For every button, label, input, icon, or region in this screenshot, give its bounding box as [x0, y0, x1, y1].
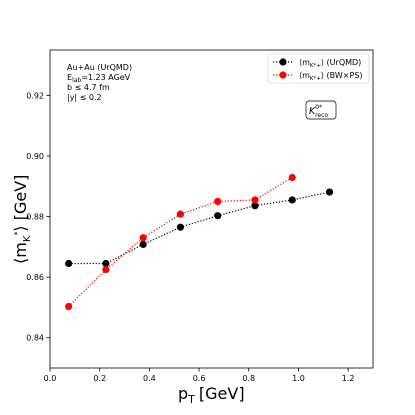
data-point [65, 302, 73, 311]
y-tick-label: 0.86 [26, 273, 44, 282]
x-tick-label: 0.4 [143, 374, 156, 383]
legend: ⟨mK*+⟩ (UrQMD) ⟨mK*+⟩ (BW×PS) [267, 53, 370, 84]
y-axis-ticks: 0.84 0.86 0.88 0.90 0.92 [26, 91, 50, 343]
data-point [176, 223, 185, 231]
legend-marker-bwps [279, 71, 287, 79]
y-tick-label: 0.92 [26, 91, 44, 100]
data-point [288, 196, 296, 204]
x-tick-label: 0.6 [193, 374, 206, 383]
data-point [102, 259, 110, 268]
legend-entry-bwps: ⟨mK*+⟩ (BW×PS) [273, 71, 363, 82]
data-point [325, 188, 334, 196]
series-layer [65, 173, 334, 311]
x-tick-label: 1.0 [292, 374, 305, 383]
data-point [176, 210, 185, 218]
data-point [102, 265, 110, 274]
info-line-1: Au+Au (UrQMD) [67, 63, 132, 72]
info-line-2: Elab=1.23 AGeV [67, 73, 131, 84]
y-tick-label: 0.90 [26, 152, 44, 161]
y-tick-label: 0.84 [26, 334, 44, 343]
data-point [251, 196, 259, 204]
data-point [139, 240, 147, 249]
series-bwps [65, 173, 296, 311]
y-tick-label: 0.88 [26, 213, 44, 222]
data-point [214, 197, 222, 206]
info-line-3: b ≤ 4.7 fm [67, 83, 110, 92]
info-line-4: |y| ≤ 0.2 [67, 93, 102, 102]
data-point [139, 234, 147, 242]
series-urqmd [65, 188, 334, 268]
particle-label: K0* reco [309, 104, 328, 119]
particle-label-box: K0* reco [305, 100, 337, 120]
legend-label-urqmd: ⟨mK*+⟩ (UrQMD) [299, 58, 361, 69]
info-block: Au+Au (UrQMD) Elab=1.23 AGeV b ≤ 4.7 fm … [67, 63, 132, 102]
x-tick-label: 0.8 [242, 374, 255, 383]
x-axis-title: pT [GeV] [178, 384, 245, 406]
x-tick-label: 0.2 [93, 374, 106, 383]
x-tick-label: 0.0 [44, 374, 57, 383]
data-point [214, 212, 222, 220]
data-point [65, 259, 73, 268]
data-point [288, 173, 296, 182]
legend-entry-urqmd: ⟨mK*+⟩ (UrQMD) [273, 58, 361, 69]
legend-marker-urqmd [279, 58, 287, 66]
x-axis-ticks: 0.0 0.2 0.4 0.6 0.8 1.0 1.2 [44, 368, 355, 383]
data-point [251, 202, 259, 210]
x-tick-label: 1.2 [342, 374, 355, 383]
y-axis-title: ⟨mK*⟩ [GeV] [11, 175, 33, 264]
legend-label-bwps: ⟨mK*+⟩ (BW×PS) [299, 71, 363, 82]
